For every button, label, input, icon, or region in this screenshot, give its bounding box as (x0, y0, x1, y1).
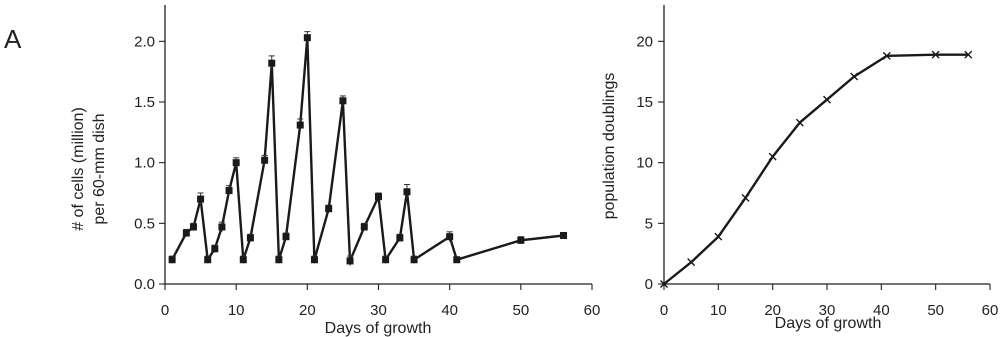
y-axis-title-line1: # of cells (million) (70, 107, 87, 231)
x-tick-label: 40 (441, 302, 458, 319)
population-doublings-chart: Days of growth population doublings 0 10 2… (601, 5, 998, 332)
data-point (275, 256, 283, 264)
y-tick-label: 10 (636, 155, 653, 172)
x-tick-label: 50 (512, 302, 529, 319)
x-tick-label: 30 (370, 302, 387, 319)
x-tick-label: 20 (764, 302, 781, 319)
data-point-stroke (882, 51, 891, 60)
x-tick-label: 10 (710, 302, 727, 319)
data-point (850, 72, 859, 81)
data-point (197, 195, 205, 203)
data-point (325, 205, 333, 213)
cell-count-chart: Days of growth # of cells (million) per … (70, 5, 600, 337)
data-point (339, 97, 347, 105)
data-point (795, 118, 804, 127)
data-point (931, 50, 940, 59)
data-point-stroke (687, 258, 696, 267)
data-point (396, 234, 404, 242)
data-marks (660, 50, 973, 288)
y-tick-label: 0 (645, 276, 653, 293)
x-tick-label: 30 (819, 302, 836, 319)
data-point (168, 256, 176, 264)
data-point (211, 245, 219, 253)
x-tick-label: 60 (982, 302, 999, 319)
data-point-stroke (964, 50, 973, 59)
data-point (560, 231, 568, 239)
data-point (225, 187, 233, 195)
y-axis-title: population doublings (601, 73, 618, 220)
x-axis-title: Days of growth (325, 320, 432, 337)
y-tick-label: 0.5 (134, 215, 155, 232)
y-tick-label: 1.5 (134, 94, 155, 111)
data-point (410, 256, 418, 264)
data-point (768, 152, 777, 161)
y-tick-label: 20 (636, 33, 653, 50)
series-line (663, 53, 969, 285)
data-point (823, 95, 831, 104)
data-point (303, 34, 311, 42)
data-point (446, 233, 454, 241)
x-tick-label: 40 (873, 302, 890, 319)
data-point (964, 50, 973, 59)
axis-ticks: 0 10 20 30 40 50 60 0 5 10 15 20 (636, 33, 998, 319)
data-point (268, 59, 276, 67)
data-point (189, 223, 197, 231)
data-point-stroke (795, 118, 804, 127)
data-point (660, 280, 668, 288)
series-line (171, 36, 564, 263)
data-point-stroke (660, 280, 668, 288)
data-point (310, 256, 318, 264)
data-point (261, 156, 269, 164)
data-point (360, 223, 368, 231)
x-axis-title: Days of growth (775, 315, 882, 332)
y-tick-label: 2.0 (134, 33, 155, 50)
data-point (182, 229, 190, 237)
data-point-stroke (823, 95, 831, 104)
y-tick-label: 0.0 (134, 276, 155, 293)
x-tick-label: 60 (584, 302, 601, 319)
data-point-stroke (768, 152, 777, 161)
axis-ticks: 0 10 20 30 40 50 60 0.0 0.5 1.0 1.5 2.0 (134, 33, 600, 319)
data-point (296, 121, 304, 129)
data-point (232, 159, 240, 167)
x-tick-label: 0 (161, 302, 169, 319)
data-point-stroke (931, 50, 940, 59)
y-tick-label: 15 (636, 94, 653, 111)
data-point (382, 256, 390, 264)
data-point (218, 223, 226, 231)
data-point-stroke (850, 72, 859, 81)
data-point (517, 236, 525, 244)
data-point (687, 258, 696, 267)
panel-label: A (4, 24, 22, 54)
data-point (204, 256, 212, 264)
data-point (403, 188, 411, 196)
x-tick-label: 0 (660, 302, 668, 319)
x-tick-label: 10 (228, 302, 245, 319)
data-point (741, 193, 750, 202)
data-point (346, 257, 354, 265)
data-point (282, 233, 290, 241)
x-tick-label: 20 (299, 302, 316, 319)
data-point (453, 256, 461, 264)
data-point (239, 256, 247, 264)
y-tick-label: 5 (645, 215, 653, 232)
y-tick-label: 1.0 (134, 155, 155, 172)
data-marks (168, 31, 568, 266)
data-point (882, 51, 891, 60)
data-point (714, 232, 723, 241)
data-point (246, 234, 254, 242)
y-axis-title-line2: per 60-mm dish (91, 113, 108, 224)
x-tick-label: 50 (927, 302, 944, 319)
data-point (375, 193, 382, 201)
data-point-stroke (741, 193, 750, 202)
data-point-stroke (714, 232, 723, 241)
